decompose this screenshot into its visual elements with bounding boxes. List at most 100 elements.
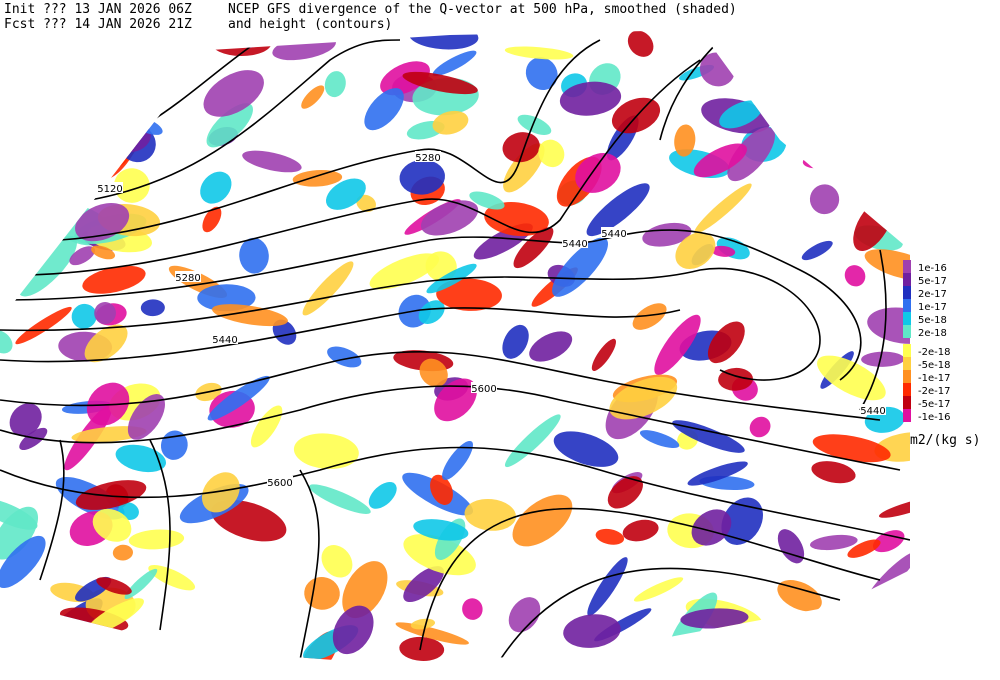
- shaded-cell: [801, 240, 833, 261]
- shaded-cell: [881, 131, 910, 157]
- shaded-cell: [694, 183, 752, 234]
- contour-label-bg: [267, 476, 293, 487]
- shaded-cell: [643, 654, 665, 665]
- shaded-cell: [272, 319, 297, 345]
- shaded-cell: [197, 284, 256, 312]
- shaded-cell: [342, 561, 388, 619]
- colorbar-label: 5e-18: [918, 315, 947, 326]
- shaded-cell: [239, 237, 269, 274]
- shaded-cell: [691, 509, 732, 546]
- shaded-cell: [462, 598, 483, 620]
- colorbar-swatch: [903, 383, 911, 396]
- shaded-cell: [552, 237, 608, 297]
- shaded-cell: [502, 324, 529, 359]
- shaded-cell: [332, 605, 374, 655]
- shaded-cell: [432, 110, 469, 135]
- shaded-cell: [861, 351, 905, 367]
- shaded-cell: [504, 46, 574, 60]
- contour-label-bg: [175, 271, 201, 282]
- shaded-cell: [413, 519, 469, 541]
- shaded-cell: [675, 232, 716, 270]
- shaded-cell: [639, 430, 680, 449]
- shaded-cell: [484, 202, 549, 237]
- shaded-cell: [419, 358, 448, 387]
- shaded-cell: [84, 324, 128, 363]
- shaded-cell: [464, 498, 517, 531]
- shaded-cell: [563, 614, 621, 648]
- shaded-cell: [559, 81, 622, 116]
- shaded-cell: [844, 265, 866, 287]
- colorbar-label: -1e-16: [918, 412, 950, 423]
- shaded-cell: [140, 299, 165, 317]
- shaded-cell: [403, 566, 444, 603]
- shaded-cell: [293, 433, 359, 470]
- contour-label: 5600: [471, 384, 496, 395]
- shaded-cell: [72, 67, 95, 88]
- shaded-cell: [442, 440, 474, 480]
- shaded-cell: [632, 303, 667, 330]
- shaded-cell: [292, 169, 343, 187]
- shaded-cell: [811, 461, 856, 484]
- shaded-cell: [309, 484, 371, 514]
- shaded-cell: [780, 615, 852, 658]
- shaded-cell: [749, 416, 771, 438]
- shaded-cell: [687, 461, 748, 486]
- colorbar-label: -1e-17: [918, 373, 950, 384]
- shaded-cell: [627, 30, 654, 57]
- shaded-cell: [124, 568, 158, 600]
- shaded-cell: [148, 565, 196, 591]
- shaded-cell: [502, 132, 540, 163]
- shaded-cell: [206, 103, 253, 148]
- shaded-cell: [368, 481, 397, 509]
- colorbar-label: -5e-18: [918, 360, 950, 371]
- shaded-cell: [115, 444, 167, 473]
- colorbar-swatch: [903, 344, 911, 357]
- shaded-cell: [504, 414, 561, 468]
- shaded-cell: [0, 247, 27, 273]
- shaded-cell: [302, 261, 354, 316]
- shaded-cell: [201, 472, 240, 513]
- shaded-cell: [847, 539, 881, 558]
- map-subtitle: and height (contours): [228, 17, 392, 32]
- colorbar-label: -2e-18: [918, 347, 950, 358]
- shaded-cell: [674, 124, 696, 157]
- shaded-cell: [815, 81, 841, 113]
- shaded-cell: [819, 618, 873, 665]
- contour-label: 5440: [562, 239, 587, 250]
- shaded-cell: [69, 246, 96, 266]
- shaded-cell: [894, 31, 910, 68]
- shaded-cell: [607, 476, 643, 509]
- shaded-cell: [879, 118, 904, 142]
- shaded-cell: [586, 183, 650, 237]
- shaded-cell: [418, 300, 445, 325]
- contour-label-bg: [860, 404, 886, 415]
- colorbar-swatch: [903, 312, 911, 325]
- shaded-cell: [43, 158, 88, 186]
- shaded-cell: [642, 222, 692, 247]
- shaded-cell: [436, 278, 502, 311]
- shaded-cell: [18, 235, 77, 297]
- colorbar-swatch: [903, 260, 911, 273]
- shaded-cell: [809, 184, 840, 215]
- shaded-cell: [525, 57, 558, 91]
- init-time: Init ??? 13 JAN 2026 06Z: [4, 2, 192, 17]
- shaded-cell: [0, 137, 54, 195]
- colorbar-label: 2e-18: [918, 328, 947, 339]
- shaded-cell: [654, 314, 701, 375]
- shaded-cell: [212, 304, 288, 327]
- shaded-cell: [855, 30, 893, 49]
- shaded-cell: [672, 420, 745, 453]
- colorbar-label: -2e-17: [918, 386, 950, 397]
- colorbar-swatch: [903, 325, 911, 338]
- shaded-cell: [680, 608, 749, 629]
- shaded-cell: [529, 331, 573, 362]
- shaded-cell: [633, 577, 684, 602]
- shaded-cell: [82, 265, 146, 294]
- shaded-cell: [817, 355, 886, 401]
- colorbar-swatch: [903, 286, 911, 299]
- contour-label-bg: [562, 237, 588, 248]
- shaded-cell: [19, 427, 48, 451]
- colorbar-swatch: [903, 409, 911, 422]
- shaded-cell: [719, 100, 763, 129]
